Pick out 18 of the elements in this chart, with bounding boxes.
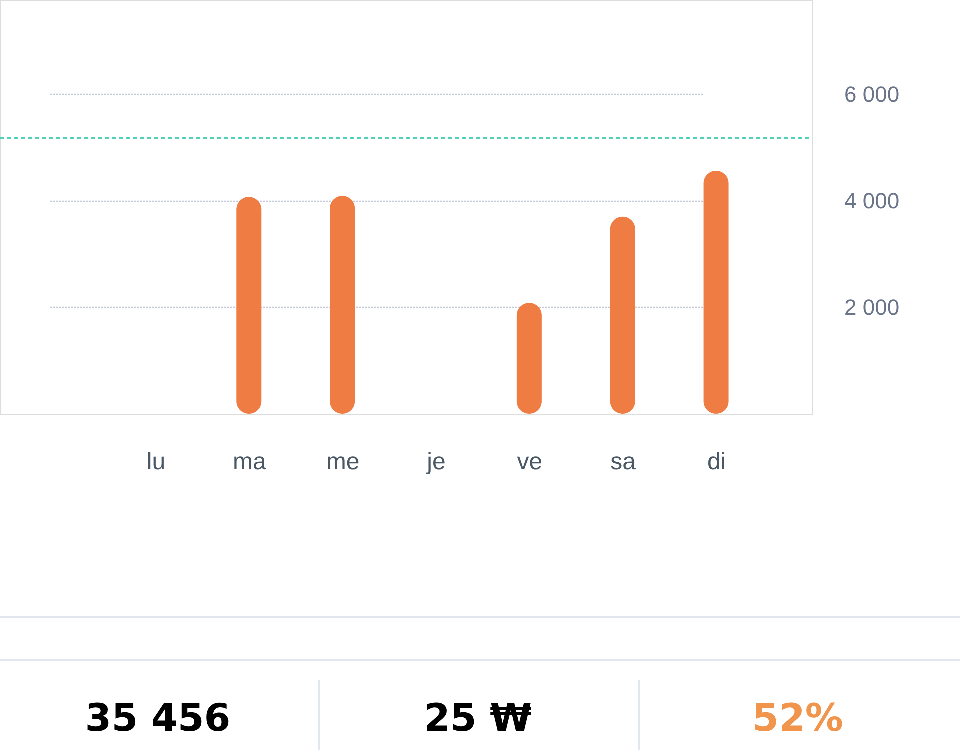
- bar: [516, 303, 542, 414]
- y-tick-label: 4 000: [844, 188, 900, 214]
- x-tick-label: me: [326, 448, 360, 476]
- x-tick-label: lu: [146, 448, 166, 476]
- y-tick-label: 6 000: [844, 82, 900, 107]
- x-tick-label: di: [707, 448, 726, 476]
- text: 52%: [752, 696, 844, 740]
- bar: [330, 196, 356, 414]
- bar: [610, 216, 636, 414]
- y-tick-label: 2 000: [844, 294, 900, 320]
- bar: [704, 171, 729, 414]
- text: 25 ₩: [424, 696, 532, 740]
- text: 35 456: [85, 696, 231, 740]
- bar: [236, 197, 262, 414]
- x-tick-label: je: [426, 448, 446, 476]
- x-tick-label: ve: [517, 448, 543, 476]
- x-tick-label: ma: [232, 448, 267, 476]
- x-tick-label: sa: [610, 448, 637, 476]
